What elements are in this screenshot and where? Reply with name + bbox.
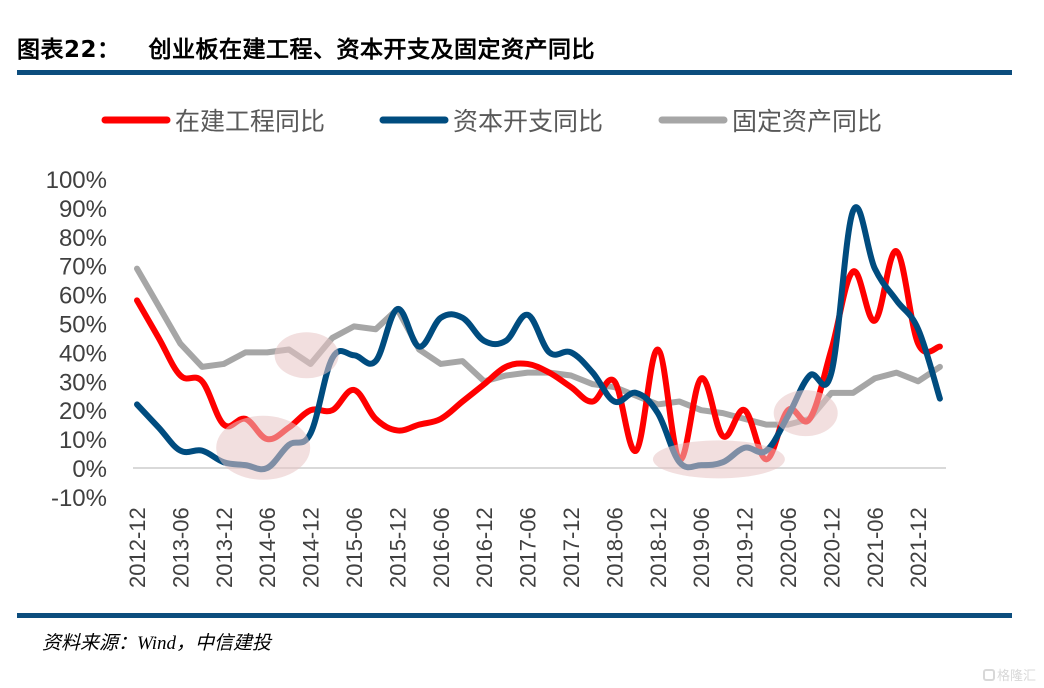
legend-label-2: 资本开支同比 [453,107,603,136]
legend-label-1: 在建工程同比 [175,107,325,136]
chart-title: 图表22： 创业板在建工程、资本开支及固定资产同比 [17,30,595,64]
x-tick-label: 2015-12 [385,507,410,588]
highlight-ellipse-4 [773,390,838,437]
highlight-ellipse-2 [274,332,339,379]
y-tick-label: 10% [59,427,107,454]
legend: 在建工程同比 资本开支同比 固定资产同比 [101,107,882,136]
header-rule [17,70,1012,75]
x-tick-label: 2020-12 [819,507,844,588]
x-tick-label: 2014-06 [255,507,280,588]
x-axis: 2012-12 2013-06 2013-12 2014-06 2014-12 2015-… [125,507,931,588]
y-tick-label: 0% [72,456,107,483]
x-tick-label: 2021-06 [863,507,888,588]
y-tick-label: 100% [46,167,107,194]
x-tick-label: 2016-06 [429,507,454,588]
y-axis: 100%90%80%70%60%50%40%30%20%10%0%-10% [46,167,107,512]
x-tick-label: 2015-06 [342,507,367,588]
y-tick-label: 50% [59,312,107,339]
watermark-text: 格隆汇 [996,669,1036,684]
figure-title: 创业板在建工程、资本开支及固定资产同比 [148,37,596,63]
x-tick-label: 2021-12 [906,507,931,588]
y-tick-label: 30% [59,369,107,396]
x-tick-label: 2017-06 [516,507,541,588]
y-tick-label: 90% [59,196,107,223]
x-tick-label: 2018-12 [646,507,671,588]
x-tick-label: 2020-06 [776,507,801,588]
x-tick-label: 2019-12 [733,507,758,588]
x-tick-label: 2019-06 [689,507,714,588]
legend-label-3: 固定资产同比 [732,107,882,136]
y-tick-label: 80% [59,225,107,252]
y-tick-label: -10% [51,485,107,512]
y-tick-label: 20% [59,398,107,425]
highlight-ellipse-1 [216,415,311,480]
footer-rule [17,613,1012,618]
x-tick-label: 2016-12 [472,507,497,588]
highlight-ellipse-3 [652,440,785,479]
x-tick-label: 2018-06 [602,507,627,588]
x-tick-label: 2012-12 [125,507,150,588]
watermark: 格隆汇 [982,665,1036,684]
y-tick-label: 40% [59,340,107,367]
y-tick-label: 60% [59,283,107,310]
highlight-ellipses [216,332,838,480]
y-tick-label: 70% [59,254,107,281]
x-tick-label: 2013-06 [168,507,193,588]
watermark-logo-icon [982,668,995,681]
x-tick-label: 2013-12 [212,507,237,588]
x-tick-label: 2014-12 [299,507,324,588]
source-note: 资料来源：Wind，中信建投 [42,633,272,654]
x-tick-label: 2017-12 [559,507,584,588]
figure-label: 图表22： [17,37,121,63]
